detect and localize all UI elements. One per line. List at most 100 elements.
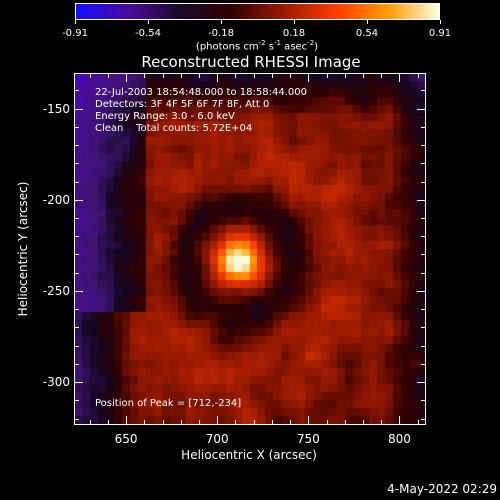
- y-axis-tick-right: [421, 126, 425, 128]
- y-axis-tick-right: [421, 181, 425, 183]
- y-axis-label: Heliocentric Y (arcsec): [16, 181, 30, 317]
- y-axis-tick-right: [421, 163, 425, 165]
- energy-range-text: Energy Range: 3.0 - 6.0 keV: [95, 111, 235, 122]
- y-axis-tick-right: [417, 199, 425, 201]
- y-axis-tick-right: [421, 272, 425, 274]
- x-axis-tick-top: [198, 74, 200, 78]
- y-axis-tick: [75, 218, 79, 219]
- x-tick-label: 800: [388, 432, 411, 446]
- colorbar-tick: [148, 20, 149, 24]
- y-axis-tick: [75, 400, 79, 402]
- y-axis-tick: [75, 90, 79, 92]
- x-tick-label: 700: [205, 432, 229, 446]
- y-axis-tick: [75, 290, 83, 292]
- x-axis-tick: [198, 420, 200, 424]
- x-axis-tick-top: [126, 74, 128, 82]
- x-axis-tick-top: [326, 74, 328, 78]
- y-tick-label: -200: [42, 192, 70, 207]
- x-axis-tick: [326, 420, 328, 424]
- x-axis-tick-top: [180, 74, 182, 78]
- x-axis-tick: [344, 420, 346, 424]
- x-axis-tick: [290, 420, 292, 424]
- y-axis-tick: [75, 272, 79, 274]
- x-axis-tick-top: [363, 74, 365, 78]
- x-axis-tick: [399, 416, 401, 424]
- x-tick-label: 650: [114, 432, 138, 446]
- y-tick-label: -300: [42, 375, 70, 390]
- x-axis-tick: [89, 420, 91, 424]
- x-tick-label: 750: [296, 432, 320, 446]
- colorbar-tick-label: 0.91: [428, 28, 452, 39]
- colorbar-tick: [367, 20, 368, 24]
- x-axis-tick: [363, 420, 365, 424]
- colorbar-units: (photons cm-2 s-1 asec-2): [195, 39, 319, 53]
- date-stamp: 4-May-2022 02:29: [387, 482, 497, 496]
- x-axis-tick: [162, 420, 164, 424]
- colorbar-tick-label: -0.18: [208, 28, 234, 39]
- y-axis-tick: [75, 108, 83, 110]
- y-axis-tick: [75, 327, 79, 329]
- y-axis-tick: [75, 199, 83, 201]
- x-axis-tick: [253, 420, 255, 424]
- y-axis-tick-right: [417, 290, 425, 292]
- plot-title: Reconstructed RHESSI Image: [141, 53, 361, 71]
- colorbar-tick-label: 0.54: [355, 28, 379, 39]
- x-axis-tick-top: [107, 74, 109, 78]
- colorbar-tick: [294, 20, 295, 24]
- plot-area: 22-Jul-2003 18:54:48.000 to 18:58:44.000…: [74, 73, 426, 425]
- y-axis-tick-right: [421, 400, 425, 402]
- y-axis-tick: [75, 163, 79, 165]
- x-axis-tick: [417, 420, 419, 424]
- x-axis-tick-top: [290, 74, 292, 78]
- y-axis-tick-right: [417, 382, 425, 384]
- y-axis-tick-right: [421, 90, 425, 92]
- y-axis-tick: [75, 145, 79, 147]
- x-axis-tick: [271, 420, 273, 424]
- y-axis-tick-right: [421, 418, 425, 420]
- x-axis-tick: [144, 420, 146, 424]
- x-axis-tick-top: [162, 74, 164, 78]
- x-axis-tick-top: [89, 74, 91, 78]
- heatmap-image: [75, 74, 425, 424]
- x-axis-tick: [217, 416, 219, 424]
- x-axis-tick-top: [253, 74, 255, 78]
- x-axis-tick: [180, 420, 182, 424]
- y-tick-label: -150: [42, 101, 70, 116]
- x-axis-tick-top: [417, 74, 419, 78]
- x-axis-tick: [126, 416, 128, 424]
- colorbar-tick: [75, 20, 76, 24]
- x-axis-tick-top: [144, 74, 146, 78]
- y-axis-tick: [75, 363, 79, 365]
- x-axis-tick: [308, 416, 310, 424]
- clean-counts-text: Clean Total counts: 5.72E+04: [95, 123, 253, 134]
- x-axis-label: Heliocentric X (arcsec): [181, 448, 317, 462]
- colorbar-tick-label: -0.54: [135, 28, 161, 39]
- x-axis-tick-top: [381, 74, 383, 78]
- y-axis-tick: [75, 126, 79, 128]
- x-axis-tick: [381, 420, 383, 424]
- y-axis-tick-right: [421, 345, 425, 347]
- y-axis-tick: [75, 418, 79, 420]
- y-axis-tick: [75, 254, 79, 256]
- y-axis-tick: [75, 345, 79, 347]
- y-tick-label: -250: [42, 283, 70, 298]
- colorbar-tick-label: 0.18: [282, 28, 306, 39]
- y-axis-tick-right: [421, 327, 425, 329]
- x-axis-tick-top: [235, 74, 237, 78]
- x-axis-tick: [107, 420, 109, 424]
- y-axis-tick-right: [421, 218, 425, 219]
- x-axis-tick-top: [308, 74, 310, 82]
- x-axis-tick-top: [344, 74, 346, 78]
- y-axis-tick-right: [421, 254, 425, 256]
- y-axis-tick-right: [417, 108, 425, 110]
- x-axis-tick: [235, 420, 237, 424]
- y-axis-tick-right: [421, 145, 425, 147]
- x-axis-tick-top: [217, 74, 219, 82]
- time-range-text: 22-Jul-2003 18:54:48.000 to 18:58:44.000: [95, 87, 307, 98]
- detectors-text: Detectors: 3F 4F 5F 6F 7F 8F, Att 0: [95, 99, 270, 110]
- colorbar-tick: [221, 20, 222, 24]
- y-axis-tick: [75, 309, 79, 311]
- y-axis-tick: [75, 382, 83, 384]
- y-axis-tick-right: [421, 236, 425, 238]
- y-axis-tick-right: [421, 363, 425, 365]
